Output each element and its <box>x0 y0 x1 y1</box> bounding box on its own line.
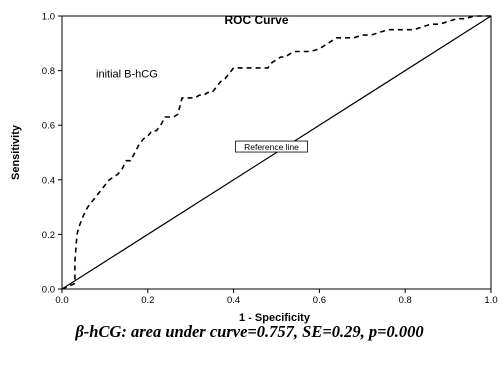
y-tick-label: 0.0 <box>42 285 55 296</box>
y-tick-label: 0.6 <box>42 121 55 132</box>
y-tick-label: 1.0 <box>42 12 55 23</box>
series-label-initial-bhcg: initial B-hCG <box>96 68 158 80</box>
x-tick-label: 0.4 <box>227 295 240 306</box>
y-axis-label: Sensitivity <box>10 124 22 180</box>
y-tick-label: 0.4 <box>42 175 55 186</box>
reference-line <box>61 15 492 290</box>
reference-line-label-box <box>235 140 308 153</box>
reference-line-label: Reference line <box>244 142 299 152</box>
x-tick-label: 1.0 <box>484 295 497 306</box>
x-tick-label: 0.6 <box>313 295 326 306</box>
chart-caption: β-hCG: area under curve=0.757, SE=0.29, … <box>75 322 424 341</box>
label-layer: ROC Curve 1 - Specificity Sensitivity initi… <box>10 13 311 324</box>
chart-title: ROC Curve <box>224 13 288 27</box>
x-axis-label: 1 - Specificity <box>239 312 311 324</box>
plot-frame <box>61 15 492 290</box>
y-tick-label: 0.8 <box>42 66 55 77</box>
x-tick-label: 0.2 <box>141 295 154 306</box>
series-layer <box>61 15 492 290</box>
y-tick-label: 0.2 <box>42 230 55 241</box>
x-tick-label: 0.8 <box>399 295 412 306</box>
x-tick-label: 0.0 <box>55 295 68 306</box>
roc-curve-line <box>61 15 491 290</box>
axes-layer: 0.0 0.2 0.4 0.6 0.8 1.0 0.0 0.2 0.4 0.6 0.8 1.0 <box>42 12 498 307</box>
